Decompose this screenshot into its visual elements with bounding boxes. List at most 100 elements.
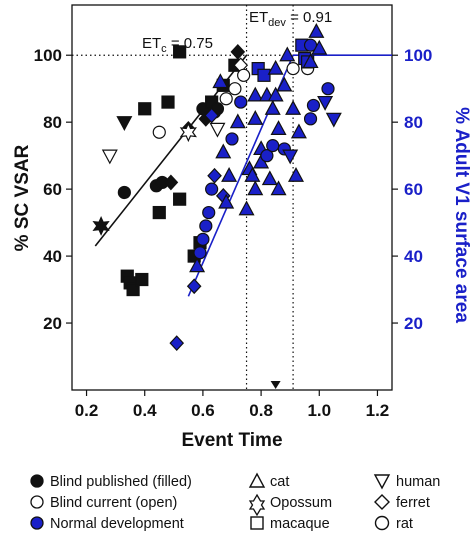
legend-label-normal-development: Normal development (50, 516, 184, 532)
axis-ticks: 0.2 0.4 0.6 0.8 1.0 1.2 20 40 60 80 100 20 40 60 80 100 (34, 46, 433, 420)
point-normal-development-32 (266, 139, 280, 153)
legend-label-blind-current: Blind current (open) (50, 495, 177, 511)
point-normal-development-48 (303, 112, 318, 126)
point-normal-development-51 (308, 23, 325, 38)
point-normal-development-29 (260, 149, 274, 163)
point-normal-development-10 (207, 167, 222, 184)
x-tick-label: 0.8 (249, 401, 273, 420)
y-right-tick-label: 20 (404, 314, 423, 333)
y-axis-label: % SC VSAR (12, 144, 33, 251)
point-normal-development-21 (244, 166, 261, 182)
legend-marker-blind-current (30, 495, 44, 509)
point-normal-development-34 (267, 59, 284, 75)
point-normal-development-50 (306, 98, 321, 113)
point-normal-development-1 (169, 335, 185, 352)
legend-label-ferret: ferret (396, 495, 430, 511)
point-normal-development-38 (276, 76, 293, 92)
legend-label-rat: rat (396, 516, 413, 532)
point-normal-development-18 (234, 95, 248, 109)
point-normal-development-35 (267, 86, 284, 102)
point-normal-development-3 (189, 257, 206, 273)
point-normal-development-7 (202, 205, 216, 220)
point-normal-development-14 (218, 193, 235, 209)
point-blind-current-2 (152, 125, 166, 139)
y-right-tick-label: 60 (404, 180, 423, 199)
point-normal-development-31 (261, 170, 278, 186)
point-normal-development-17 (229, 113, 246, 129)
point-blind-published-3 (116, 116, 133, 131)
point-normal-development-41 (282, 149, 299, 165)
legend-label-macaque: macaque (270, 516, 330, 532)
point-normal-development-13 (215, 143, 232, 159)
ferret-diamond-icon (374, 494, 390, 510)
y-right-tick-label: 80 (404, 113, 423, 132)
point-blind-published-12 (161, 95, 175, 109)
point-blind-published-10 (152, 205, 166, 220)
point-blind-published-7 (135, 272, 149, 287)
annotation-etdev: ETdev = 0.91 (249, 9, 332, 29)
point-normal-development-2 (186, 278, 202, 295)
point-normal-development-43 (287, 166, 305, 182)
point-blind-published-13 (163, 174, 179, 191)
point-blind-current-1 (101, 149, 118, 165)
point-normal-development-36 (270, 180, 287, 196)
y-right-tick-label: 100 (404, 46, 432, 65)
legend-marker-normal-development (30, 516, 44, 530)
point-normal-development-52 (311, 39, 328, 55)
y-right-tick-label: 40 (404, 247, 423, 266)
legend-label-human: human (396, 474, 440, 490)
plot-frame (71, 4, 393, 391)
human-triangle-down-icon (373, 474, 391, 490)
point-blind-current-4 (209, 122, 226, 138)
point-normal-development-33 (264, 100, 281, 115)
legend-marker-blind-published (30, 474, 44, 488)
y-tick-label: 80 (43, 113, 62, 132)
point-normal-development-24 (247, 86, 264, 102)
rat-circle-icon (374, 515, 390, 531)
point-blind-current-8 (237, 68, 251, 82)
point-normal-development-6 (199, 219, 213, 233)
point-normal-development-4 (193, 246, 207, 260)
opossum-star-icon (248, 493, 266, 517)
data-points (92, 23, 342, 352)
point-normal-development-44 (290, 123, 307, 139)
point-normal-development-9 (204, 107, 219, 124)
point-normal-development-55 (325, 112, 342, 128)
y-tick-label: 20 (43, 314, 62, 333)
y-tick-label: 100 (34, 46, 62, 65)
point-blind-current-5 (219, 92, 233, 106)
y-axis-label-right: % Adult V1 surface area (451, 107, 472, 323)
cat-triangle-icon (248, 472, 266, 488)
point-blind-current-3 (179, 122, 197, 143)
point-normal-development-16 (225, 132, 239, 146)
point-normal-development-40 (279, 46, 296, 62)
point-normal-development-54 (321, 82, 335, 96)
point-normal-development-11 (212, 73, 229, 89)
point-normal-development-42 (285, 100, 302, 115)
point-normal-development-56 (302, 53, 319, 69)
point-normal-development-37 (270, 120, 287, 135)
legend: Blind published (filled) Blind current (… (30, 472, 440, 532)
point-blind-published-1 (92, 215, 110, 236)
point-normal-development-19 (238, 200, 255, 216)
point-normal-development-23 (247, 110, 264, 125)
y-tick-label: 60 (43, 180, 62, 199)
point-blind-current-9 (286, 62, 300, 76)
point-blind-published-14 (173, 45, 187, 59)
legend-label-blind-published: Blind published (filled) (50, 474, 192, 490)
x-tick-label: 0.2 (75, 401, 99, 420)
point-normal-development-28 (257, 68, 271, 82)
y-tick-label: 40 (43, 247, 62, 266)
point-blind-current-6 (228, 82, 242, 96)
legend-label-cat: cat (270, 474, 289, 490)
x-tick-label: 1.2 (366, 401, 390, 420)
point-blind-published-15 (173, 192, 187, 206)
point-blind-published-8 (138, 102, 152, 116)
point-normal-development-22 (247, 180, 264, 196)
x-tick-label: 0.4 (133, 401, 157, 420)
time-marker-arrow-icon (270, 381, 281, 389)
point-normal-development-53 (317, 95, 334, 111)
x-tick-label: 1.0 (307, 401, 331, 420)
point-normal-development-15 (221, 166, 238, 182)
point-blind-published-2 (117, 185, 131, 200)
